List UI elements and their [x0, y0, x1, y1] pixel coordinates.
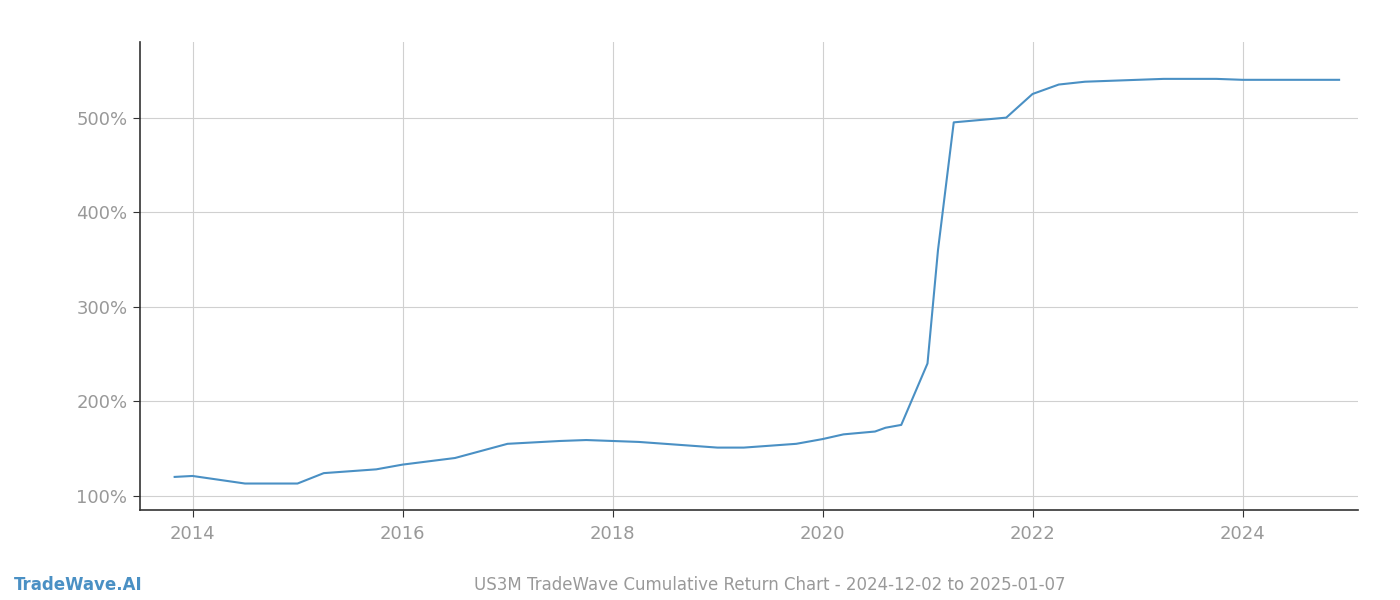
Text: US3M TradeWave Cumulative Return Chart - 2024-12-02 to 2025-01-07: US3M TradeWave Cumulative Return Chart -…	[475, 576, 1065, 594]
Text: TradeWave.AI: TradeWave.AI	[14, 576, 143, 594]
